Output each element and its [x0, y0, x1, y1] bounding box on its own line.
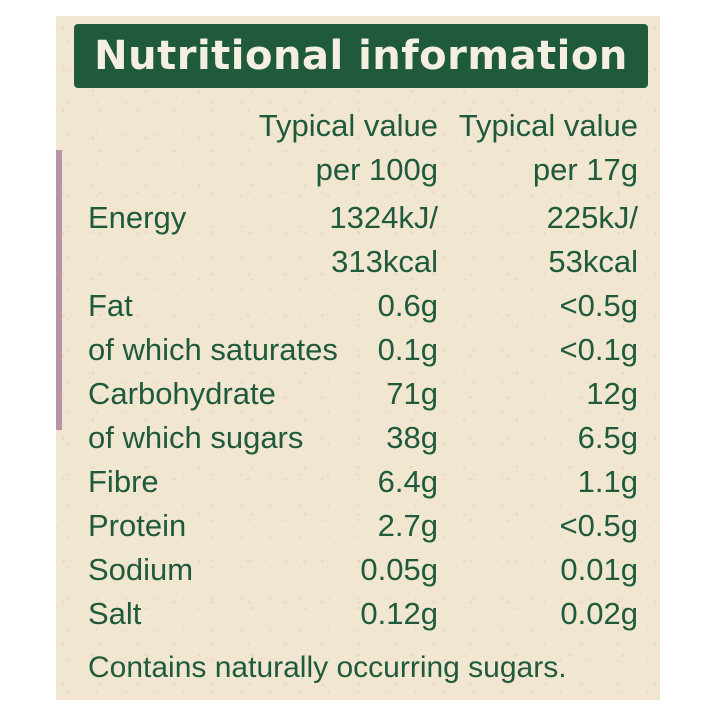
- table-row: Salt 0.12g 0.02g: [88, 592, 640, 636]
- value-per-serving: <0.5g: [559, 508, 638, 543]
- value-per-100g: 38g: [386, 420, 438, 455]
- footer-note: Contains naturally occurring sugars.: [88, 651, 567, 684]
- table-row: Protein 2.7g <0.5g: [88, 504, 640, 548]
- energy-kcal-per-100g: 313kcal: [331, 244, 438, 279]
- nutrient-name: of which saturates: [88, 332, 338, 367]
- energy-kj-per-serving: 225kJ/: [546, 200, 638, 235]
- nutrient-name: Carbohydrate: [88, 376, 276, 411]
- value-per-100g: 6.4g: [377, 464, 438, 499]
- value-per-serving: 6.5g: [577, 420, 638, 455]
- value-per-100g: 0.12g: [360, 596, 438, 631]
- column-header-per-serving: Typical value per 17g: [440, 104, 638, 192]
- value-per-100g: 0.1g: [377, 332, 438, 367]
- nutrition-table: Energy 1324kJ/ 313kcal 225kJ/ 53kcal Fat…: [88, 196, 640, 636]
- nutrient-name: Fibre: [88, 464, 159, 499]
- nutrient-name: Protein: [88, 508, 187, 543]
- nutrient-name: Fat: [88, 288, 133, 323]
- value-per-serving: 0.02g: [560, 596, 638, 631]
- nutrient-name: Sodium: [88, 552, 194, 587]
- table-row: Fat 0.6g <0.5g: [88, 284, 640, 328]
- value-per-serving: 0.01g: [560, 552, 638, 587]
- column-header-line: Typical value: [258, 108, 438, 143]
- header-banner: Nutritional information: [74, 24, 648, 88]
- column-header-line: per 17g: [532, 152, 638, 187]
- table-row: Sodium 0.05g 0.01g: [88, 548, 640, 592]
- value-per-100g: 2.7g: [377, 508, 438, 543]
- table-row: Fibre 6.4g 1.1g: [88, 460, 640, 504]
- value-per-100g: 1324kJ/ 313kcal: [329, 196, 438, 284]
- table-row: of which sugars 38g 6.5g: [88, 416, 640, 460]
- value-per-100g: 71g: [386, 376, 438, 411]
- column-header-line: per 100g: [315, 152, 438, 187]
- table-row: of which saturates 0.1g <0.1g: [88, 328, 640, 372]
- value-per-100g: 0.6g: [377, 288, 438, 323]
- packaging-edge: [56, 150, 62, 430]
- value-per-serving: <0.5g: [559, 288, 638, 323]
- nutrition-label-panel: [56, 16, 660, 700]
- energy-kj-per-100g: 1324kJ/: [329, 200, 438, 235]
- label-title: Nutritional information: [94, 33, 628, 79]
- table-row: Carbohydrate 71g 12g: [88, 372, 640, 416]
- column-header-per-100g: Typical value per 100g: [238, 104, 438, 192]
- table-row-energy: Energy 1324kJ/ 313kcal 225kJ/ 53kcal: [88, 196, 640, 284]
- column-header-line: Typical value: [458, 108, 638, 143]
- nutrient-name: Salt: [88, 596, 142, 631]
- value-per-serving: 225kJ/ 53kcal: [547, 196, 638, 284]
- value-per-serving: <0.1g: [559, 332, 638, 367]
- energy-kcal-per-serving: 53kcal: [548, 244, 638, 279]
- value-per-serving: 1.1g: [577, 464, 638, 499]
- nutrient-name: Energy: [88, 200, 187, 235]
- value-per-100g: 0.05g: [360, 552, 438, 587]
- nutrient-name: of which sugars: [88, 420, 304, 455]
- value-per-serving: 12g: [586, 376, 638, 411]
